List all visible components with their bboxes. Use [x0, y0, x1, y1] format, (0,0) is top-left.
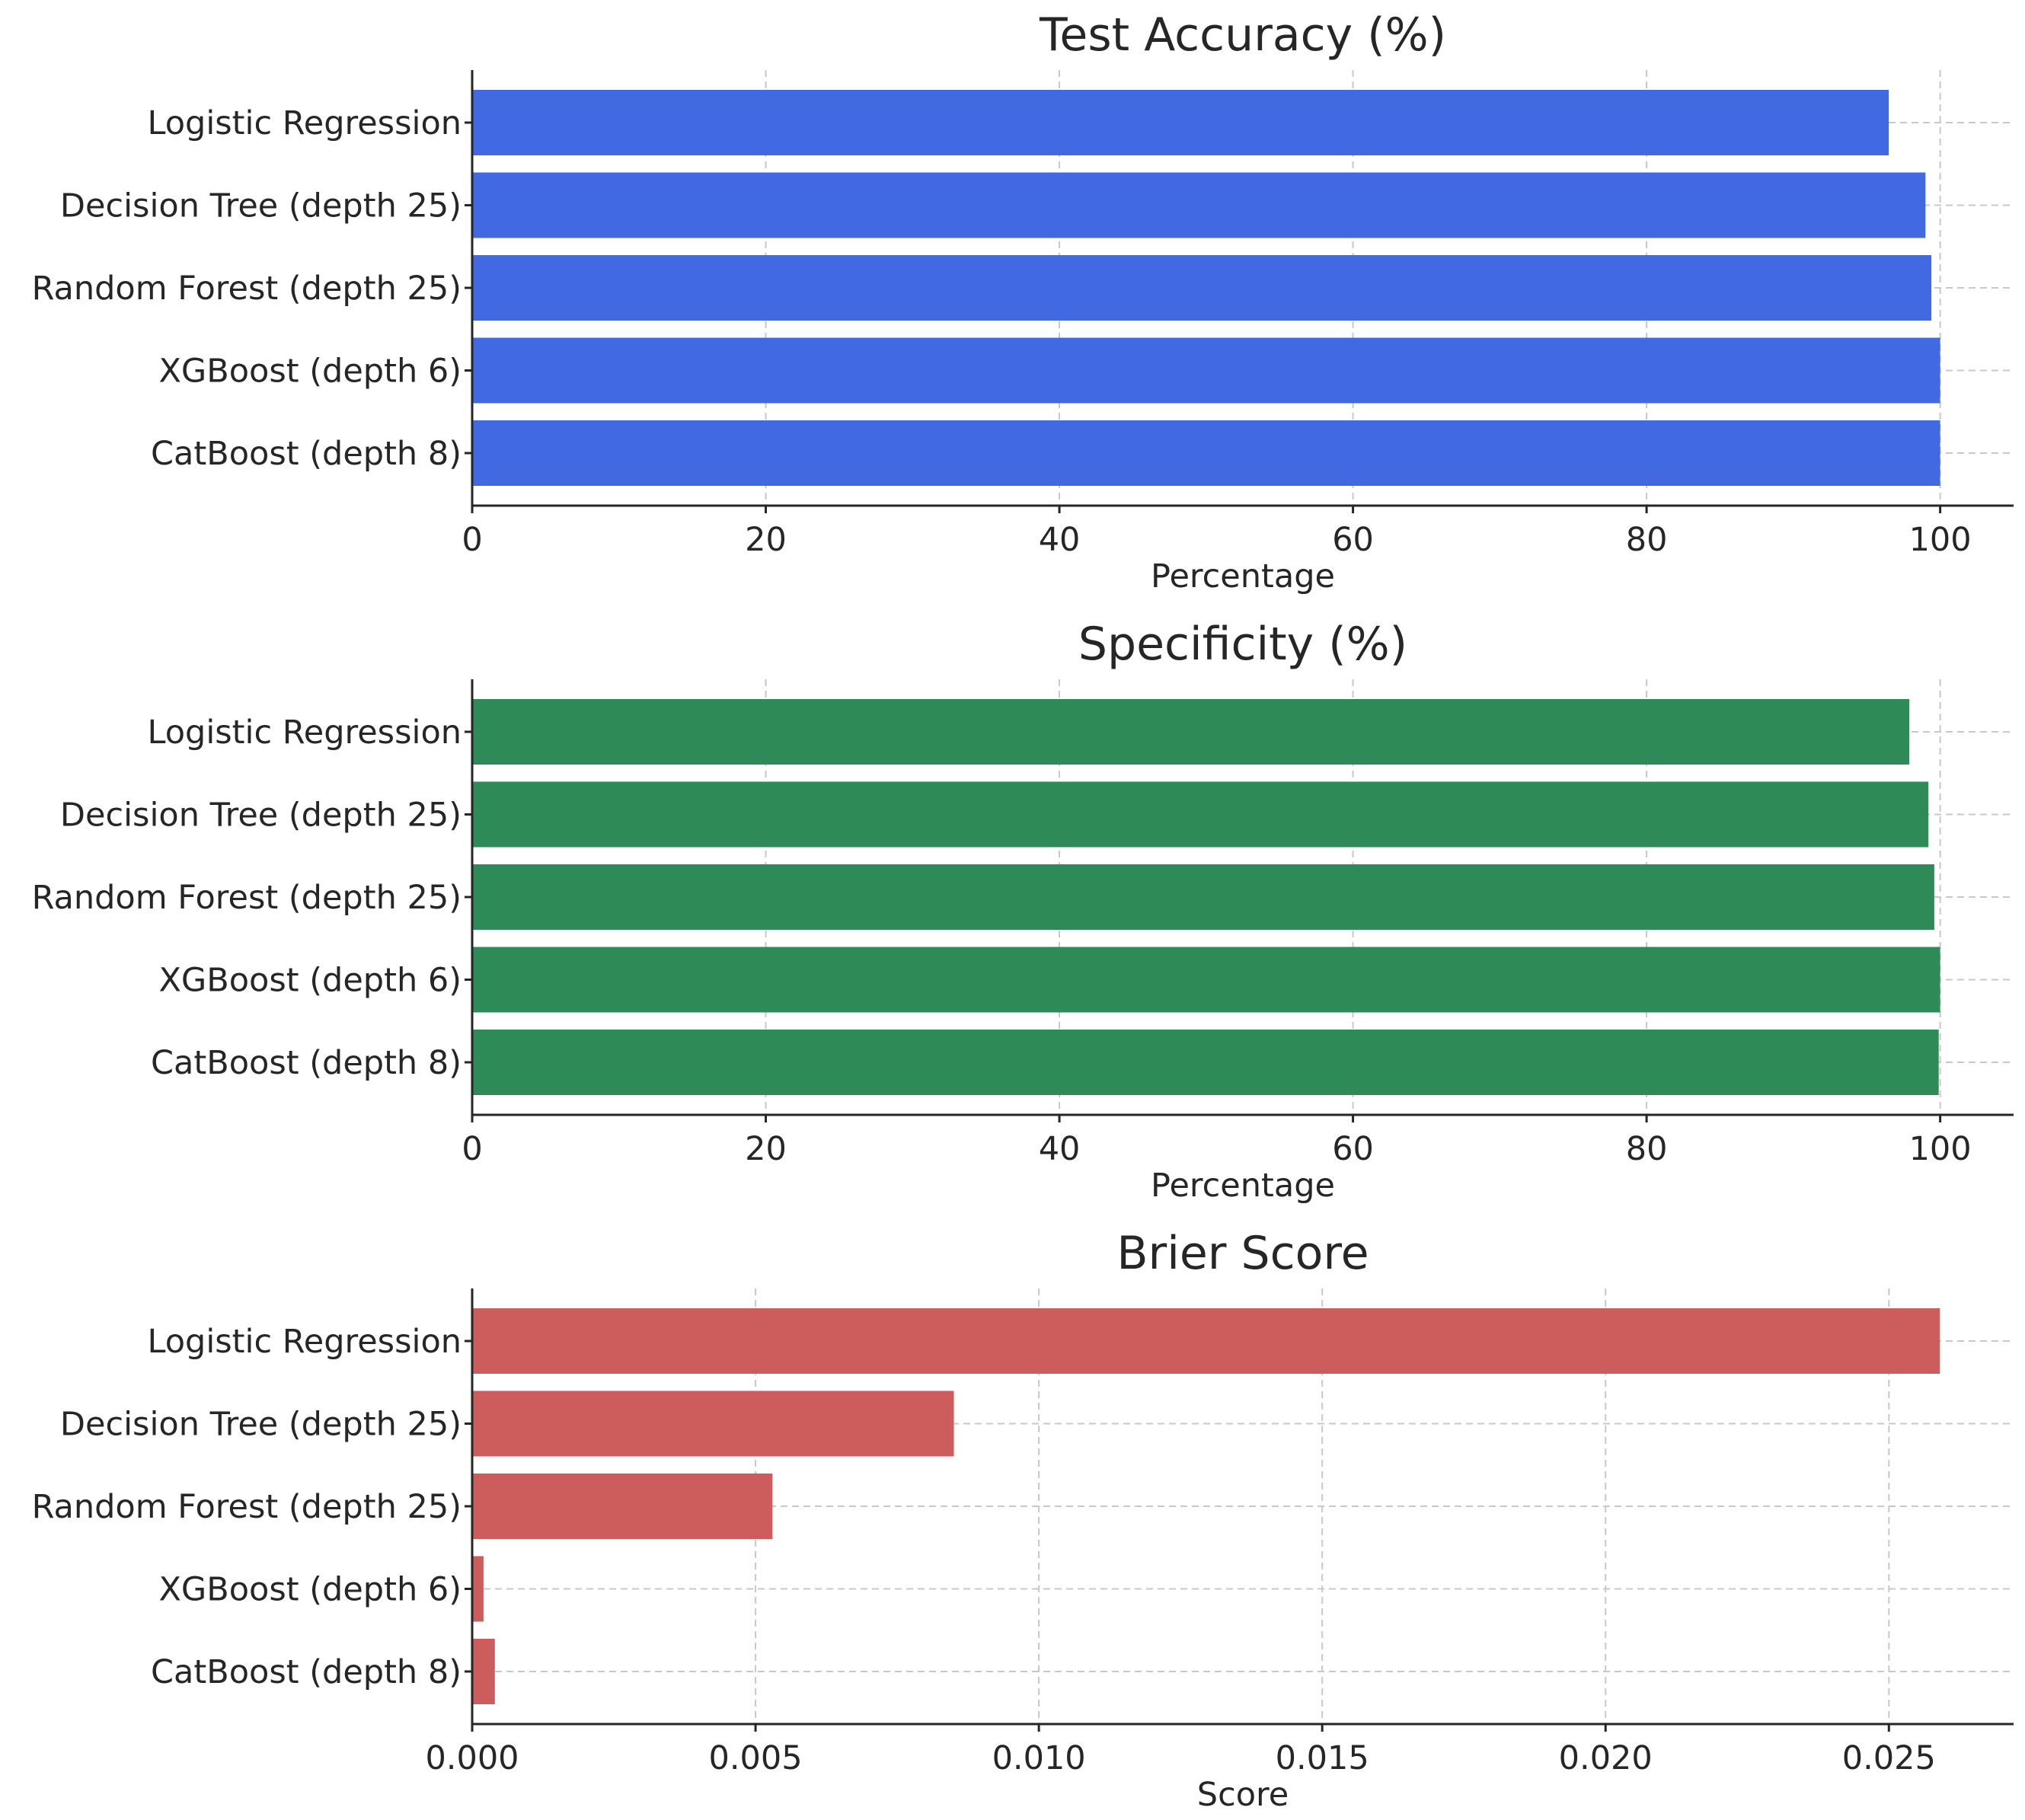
x-axis-label: Score — [1197, 1776, 1289, 1814]
x-tick-label: 0.020 — [1559, 1739, 1653, 1777]
category-label: Logistic Regression — [148, 1323, 462, 1361]
x-tick-label: 60 — [1332, 521, 1374, 559]
bar — [472, 864, 1934, 930]
panel-test-accuracy: Test Accuracy (%) Percentage 0 20 40 60 80 10… — [32, 8, 2014, 595]
panel-brier-score: Brier Score Score 0.000 0.005 0.010 0.015 0.… — [32, 1227, 2014, 1814]
bar — [472, 1391, 954, 1457]
x-tick-label: 0.015 — [1276, 1739, 1369, 1777]
bar — [472, 699, 1910, 765]
x-axis-label: Percentage — [1151, 1167, 1335, 1205]
chart-title: Specificity (%) — [1078, 618, 1407, 671]
panel-specificity: Specificity (%) Percentage 0 20 40 60 80 100 L… — [32, 618, 2014, 1205]
category-label: Logistic Regression — [148, 104, 462, 142]
x-tick-label: 20 — [745, 1130, 787, 1168]
bar — [472, 420, 1940, 486]
x-axis-label: Percentage — [1151, 557, 1335, 595]
category-label: CatBoost (depth 8) — [151, 1044, 462, 1082]
x-tick-label: 100 — [1909, 521, 1972, 559]
x-tick-label: 0 — [462, 521, 482, 559]
bar — [472, 90, 1889, 155]
bar — [472, 781, 1929, 848]
chart-title: Test Accuracy (%) — [1039, 8, 1446, 62]
bar — [472, 1030, 1939, 1095]
bar — [472, 337, 1940, 404]
x-tick-label: 0.005 — [709, 1739, 803, 1777]
bar — [472, 1474, 773, 1539]
category-label: XGBoost (depth 6) — [158, 1571, 462, 1609]
category-label: Random Forest (depth 25) — [32, 879, 462, 917]
x-tick-label: 60 — [1332, 1130, 1374, 1168]
bar — [472, 1556, 484, 1622]
x-tick-label: 0 — [462, 1130, 482, 1168]
x-tick-label: 80 — [1626, 1130, 1668, 1168]
chart-title: Brier Score — [1116, 1227, 1369, 1280]
x-tick-label: 0.000 — [425, 1739, 519, 1777]
x-tick-label: 20 — [745, 521, 787, 559]
category-label: Random Forest (depth 25) — [32, 1488, 462, 1526]
category-label: Decision Tree (depth 25) — [60, 1406, 462, 1444]
category-label: XGBoost (depth 6) — [158, 353, 462, 391]
x-tick-label: 80 — [1626, 521, 1668, 559]
bar — [472, 1308, 1940, 1374]
bar — [472, 947, 1940, 1013]
bar — [472, 172, 1926, 238]
bar — [472, 255, 1932, 321]
x-tick-label: 100 — [1909, 1130, 1972, 1168]
category-label: Logistic Regression — [148, 714, 462, 752]
x-tick-label: 40 — [1039, 1130, 1081, 1168]
category-label: XGBoost (depth 6) — [158, 962, 462, 1000]
bar — [472, 1639, 495, 1704]
x-tick-label: 40 — [1039, 521, 1081, 559]
x-tick-label: 0.025 — [1842, 1739, 1936, 1777]
category-label: CatBoost (depth 8) — [151, 1653, 462, 1691]
x-tick-label: 0.010 — [992, 1739, 1086, 1777]
category-label: Random Forest (depth 25) — [32, 270, 462, 308]
category-label: Decision Tree (depth 25) — [60, 797, 462, 835]
category-label: Decision Tree (depth 25) — [60, 187, 462, 225]
category-label: CatBoost (depth 8) — [151, 435, 462, 473]
